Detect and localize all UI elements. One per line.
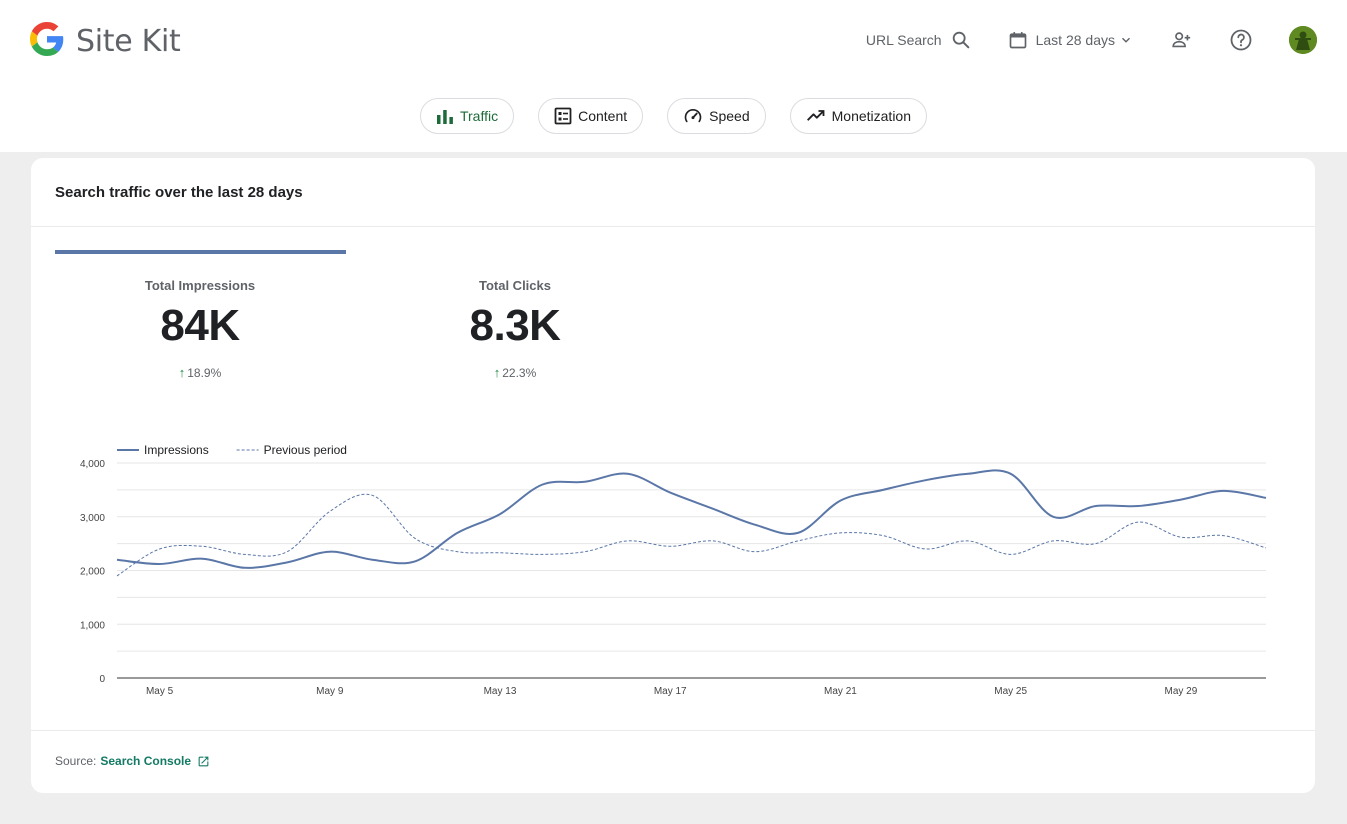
date-range-label: Last 28 days [1035,32,1115,48]
tab-speed-label: Speed [709,108,750,124]
user-avatar-icon [1289,26,1317,54]
y-tick-label: 4,000 [80,459,105,470]
date-range-selector[interactable]: Last 28 days [1008,30,1133,50]
metric-value: 8.3K [469,301,561,350]
arrow-up-icon: ↑ [178,365,186,380]
dashboard-tabs: Traffic Content Speed [0,98,1347,134]
metric-change-value: 18.9% [187,365,222,380]
google-g-icon [30,22,64,61]
site-kit-logo[interactable]: Site Kit [30,22,181,61]
card-title: Search traffic over the last 28 days [55,184,303,201]
tab-content-label: Content [578,108,628,124]
y-tick-label: 0 [99,674,105,685]
bar-chart-icon [436,110,453,124]
speedometer-icon [684,109,702,123]
x-tick-label: May 21 [824,686,857,697]
tab-traffic[interactable]: Traffic [419,98,515,134]
series-line-impressions [116,469,1267,569]
arrow-up-icon: ↑ [493,365,501,380]
tab-traffic-label: Traffic [459,108,499,124]
metric-value: 84K [160,301,240,350]
search-traffic-chart: 0 1,000 2,000 3,000 4,000 May 5 May 9 May 13 May… [80,443,1267,697]
avatar[interactable] [1289,26,1317,54]
y-tick-label: 1,000 [80,620,105,631]
search-icon [952,31,969,49]
help-icon [1230,29,1252,51]
search-console-link[interactable]: Search Console [100,754,192,768]
selected-metric-indicator [55,250,346,254]
url-search-button[interactable]: URL Search [866,29,972,51]
external-link-icon[interactable] [197,755,210,768]
divider [31,226,1315,227]
source-label: Source: [55,754,97,768]
x-tick-label: May 5 [146,686,174,697]
help-button[interactable] [1229,28,1253,52]
tab-speed[interactable]: Speed [667,98,766,134]
x-tick-label: May 9 [316,686,344,697]
x-tick-label: May 25 [994,686,1027,697]
source-attribution: Source: Search Console [55,754,210,768]
x-tick-label: May 17 [654,686,687,697]
metric-change: ↑ 18.9% [70,365,330,380]
search-traffic-card: Search traffic over the last 28 days Tot… [31,158,1315,793]
x-tick-label: May 29 [1164,686,1197,697]
app-name: Site Kit [76,24,181,59]
content-list-icon [554,107,572,125]
metric-total-impressions[interactable]: Total Impressions 84K ↑ 18.9% [70,278,330,380]
series-line-previous-period [116,493,1267,577]
metric-change: ↑ 22.3% [385,365,645,380]
metric-label: Total Impressions [144,278,256,293]
metric-label: Total Clicks [478,278,551,293]
person-add-icon [1172,32,1191,48]
legend-label-impressions: Impressions [144,443,209,457]
trending-up-icon [806,110,825,121]
header: Site Kit URL Search Last 28 days [0,0,1347,152]
legend-label-previous-period: Previous period [264,443,347,457]
header-actions: URL Search Last 28 days [866,24,1317,56]
y-tick-label: 3,000 [80,513,105,524]
add-user-button[interactable] [1169,28,1193,52]
url-search-label: URL Search [865,32,942,48]
metric-total-clicks[interactable]: Total Clicks 8.3K ↑ 22.3% [385,278,645,380]
tab-monetization[interactable]: Monetization [789,98,928,134]
divider [31,730,1315,731]
metric-change-value: 22.3% [502,365,537,380]
calendar-icon [1009,32,1026,49]
x-tick-label: May 13 [484,686,517,697]
tab-monetization-label: Monetization [831,108,912,124]
chevron-down-icon [1122,37,1130,43]
tab-content[interactable]: Content [538,98,644,134]
y-tick-label: 2,000 [80,567,105,578]
